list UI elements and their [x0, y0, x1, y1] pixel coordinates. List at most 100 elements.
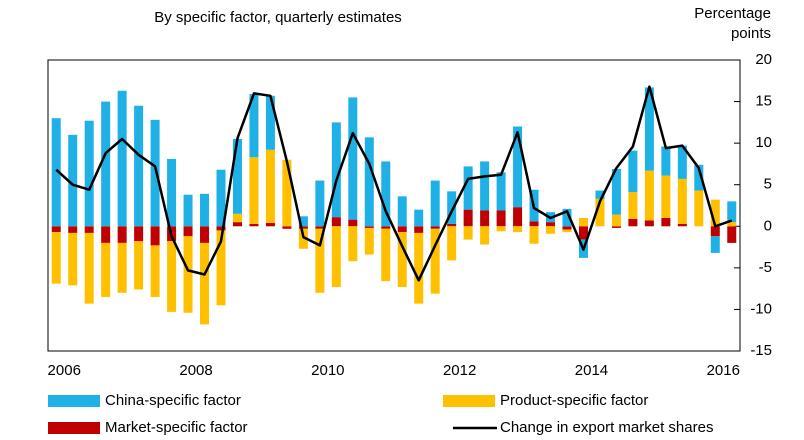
bar	[315, 226, 325, 229]
y-tick-label: 5	[764, 176, 772, 193]
bar	[84, 226, 94, 233]
bar	[710, 199, 720, 227]
bar	[414, 226, 424, 233]
bar	[200, 226, 210, 243]
bar	[183, 236, 193, 313]
bar	[447, 223, 457, 227]
legend-label: Change in export market shares	[500, 419, 713, 436]
bar	[447, 191, 457, 224]
bar	[298, 216, 308, 227]
bar	[496, 210, 506, 227]
bar	[364, 226, 374, 228]
bar	[611, 168, 621, 215]
bar	[644, 87, 654, 171]
bar	[694, 190, 704, 227]
bar	[529, 221, 539, 227]
legend-swatch	[48, 395, 100, 407]
bar	[331, 217, 341, 227]
x-tick-label: 2012	[443, 362, 476, 379]
bar	[150, 119, 160, 227]
bar	[628, 150, 638, 193]
bar	[480, 161, 490, 211]
bar	[546, 222, 556, 227]
bar	[710, 226, 720, 237]
bar	[68, 226, 78, 233]
bar	[611, 226, 621, 228]
y-tick-label: 10	[755, 134, 772, 151]
bar	[183, 194, 193, 227]
bar	[200, 193, 210, 227]
bar	[661, 217, 671, 227]
bar	[397, 232, 407, 287]
bar	[51, 226, 61, 233]
bar	[727, 226, 737, 243]
bar	[68, 134, 78, 227]
x-tick-label: 2008	[179, 362, 212, 379]
bar	[727, 222, 737, 227]
bar	[68, 232, 78, 286]
x-tick-label: 2006	[48, 362, 81, 379]
bar	[513, 207, 523, 227]
bar	[134, 226, 144, 242]
bar	[216, 169, 226, 227]
bar	[117, 90, 127, 227]
bar	[216, 226, 226, 231]
bar	[496, 172, 506, 211]
bar	[101, 242, 111, 297]
y-tick-label: -15	[750, 342, 772, 359]
bar	[150, 226, 160, 246]
bar	[117, 242, 127, 293]
bar	[232, 138, 242, 214]
bar	[348, 219, 358, 227]
legend-label: Product-specific factor	[500, 392, 648, 409]
bar	[381, 228, 391, 282]
bar	[249, 94, 259, 158]
bar	[430, 180, 440, 227]
bar	[84, 120, 94, 227]
bar	[249, 223, 259, 227]
bar	[348, 97, 358, 220]
bar	[546, 226, 556, 234]
bar	[710, 236, 720, 253]
bar	[331, 226, 341, 287]
bar	[51, 118, 61, 227]
bar	[282, 159, 292, 227]
bar	[513, 126, 523, 208]
bar	[315, 180, 325, 227]
x-tick-label: 2014	[575, 362, 608, 379]
bar	[298, 228, 308, 249]
bar	[677, 223, 687, 227]
bar	[628, 192, 638, 219]
bar	[298, 226, 308, 229]
bar	[167, 158, 177, 227]
bar	[677, 178, 687, 224]
bar	[414, 232, 424, 304]
bar	[562, 229, 572, 233]
legend-label: Market-specific factor	[105, 419, 248, 436]
bar	[727, 201, 737, 223]
bar	[562, 208, 572, 227]
bar	[282, 226, 292, 229]
bar	[315, 228, 325, 293]
line-series	[55, 85, 733, 282]
bar	[249, 157, 259, 224]
bar	[216, 230, 226, 306]
bar	[331, 122, 341, 218]
bar	[381, 161, 391, 227]
bar	[364, 227, 374, 255]
y-tick-label: -5	[759, 259, 772, 276]
bar	[677, 145, 687, 179]
bar	[463, 209, 473, 227]
bar	[578, 226, 588, 240]
bar	[694, 164, 704, 191]
bar	[595, 190, 605, 199]
bar	[595, 198, 605, 227]
bar	[150, 245, 160, 297]
x-tick-label: 2010	[311, 362, 344, 379]
bar	[134, 105, 144, 227]
bar	[183, 226, 193, 237]
y-tick-label: 0	[764, 217, 772, 234]
bar	[134, 241, 144, 290]
bar	[496, 226, 506, 232]
